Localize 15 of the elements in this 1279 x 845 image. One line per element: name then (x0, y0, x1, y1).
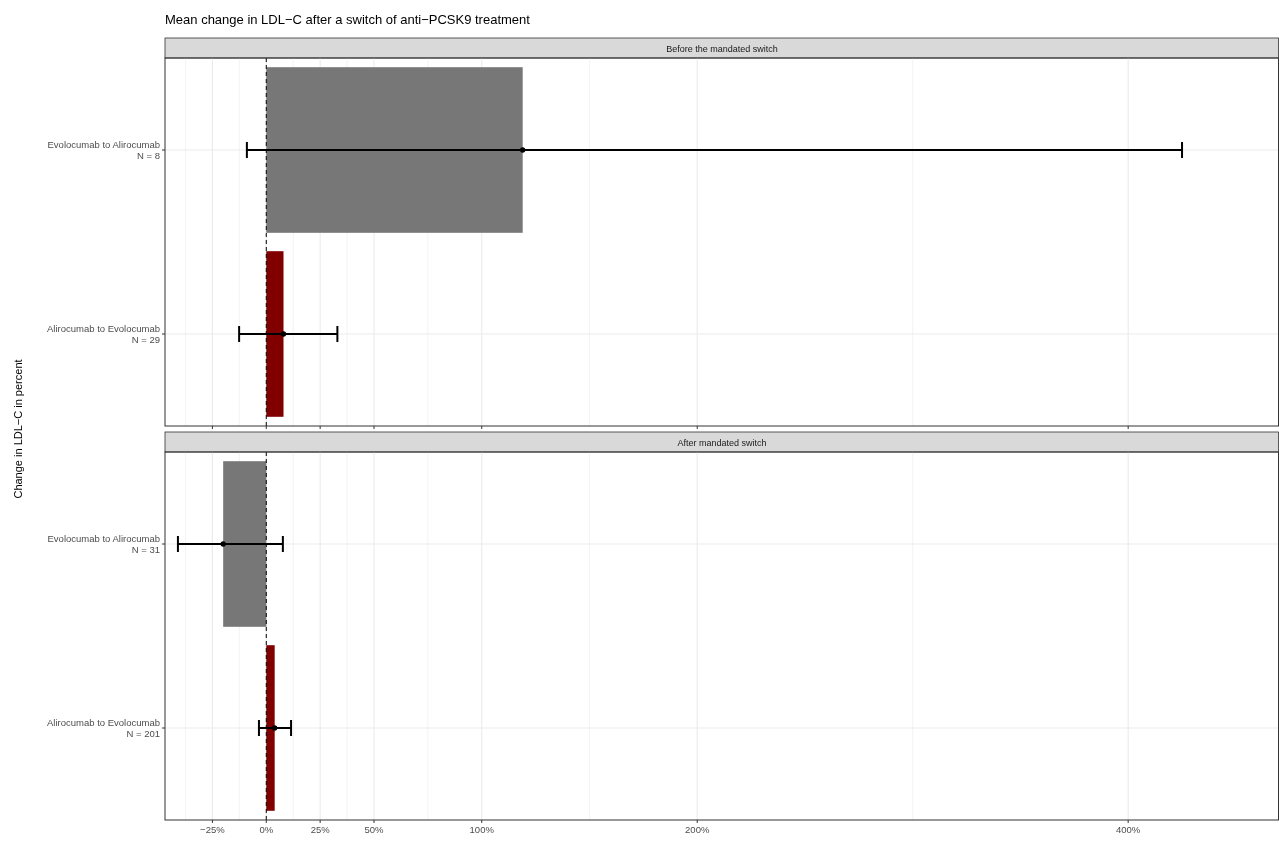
chart-subtitle: Before the mandated switch (666, 44, 778, 54)
x-tick-label: 200% (685, 824, 710, 835)
x-tick-label: −25% (200, 824, 226, 835)
x-tick-label: 25% (310, 824, 331, 835)
x-tick-label: 50% (364, 824, 385, 835)
chart-title: Mean change in LDL−C after a switch of anti−PCSK9 treatment (165, 12, 531, 27)
y-tick-label: Evolocumab to Alirocumab N = 31 (47, 532, 160, 555)
y-tick-label: Alirocumab to Evolocumab N = 29 (47, 322, 160, 345)
y-axis-title: Change in LDL−C in percent (12, 359, 24, 499)
x-tick-label: 100% (469, 824, 495, 835)
y-tick-label: Alirocumab to Evolocumab N = 201 (47, 716, 160, 739)
chart-subtitle: After mandated switch (677, 438, 767, 448)
y-tick-label: Evolocumab to Alirocumab N = 8 (47, 138, 160, 161)
x-tick-label: 0% (259, 824, 274, 835)
x-tick-label: 400% (1116, 824, 1141, 835)
